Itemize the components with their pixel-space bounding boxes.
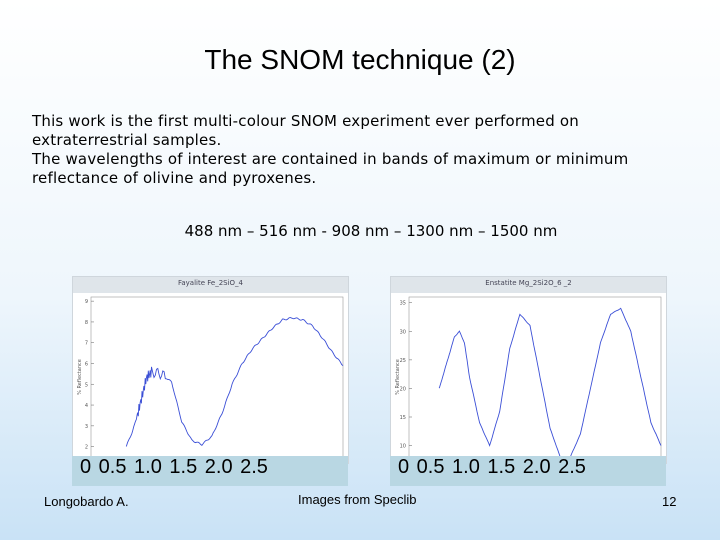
y-tick-label: 4 [85, 403, 88, 409]
x-axis-band-right [390, 456, 666, 486]
enstatite-chart-svg: 35 30 25 20 15 10 % Reflectance [395, 296, 662, 458]
y-tick-label: 3 [85, 424, 88, 430]
x-axis-labels-left: 0 0.5 1.0 1.5 2.0 2.5 [80, 456, 268, 478]
plot-header [73, 277, 348, 293]
footer-source: Images from Speclib [298, 492, 417, 507]
y-tick-label: 30 [400, 329, 406, 335]
y-tick-label: 5 [85, 382, 88, 388]
y-axis-label: % Reflectance [395, 359, 401, 395]
footer-author: Longobardo A. [44, 494, 129, 509]
page-number: 12 [662, 494, 677, 509]
y-tick-label: 8 [85, 320, 88, 326]
body-line: This work is the first multi-colour SNOM… [32, 112, 580, 130]
y-tick-label: 7 [85, 341, 88, 347]
slide-title: The SNOM technique (2) [204, 44, 516, 75]
body-line: extraterrestrial samples. [32, 131, 222, 149]
plot-title: Fayalite Fe_2SiO_4 [177, 279, 244, 287]
y-tick-label: 2 [85, 445, 88, 451]
body-line: reflectance of olivine and pyroxenes. [32, 169, 317, 187]
fayalite-chart-svg: 9 8 7 6 5 4 3 2 % Reflectance [77, 296, 344, 458]
series-line [125, 317, 344, 447]
plot-frame [408, 296, 662, 458]
x-axis-labels-right: 0 0.5 1.0 1.5 2.0 2.5 [398, 456, 586, 478]
body-line: The wavelengths of interest are containe… [32, 150, 629, 168]
series-line [438, 307, 662, 458]
y-tick-label: 15 [400, 415, 406, 421]
y-tick-label: 25 [400, 358, 406, 364]
fayalite-spectrum-plot: Fayalite Fe_2SiO_4 9 8 7 6 5 4 3 2 % Reflectance [72, 276, 349, 464]
body-text: This work is the first multi-colour SNOM… [32, 112, 692, 188]
enstatite-spectrum-plot: Enstatite Mg_2Si2O_6 _2 35 30 25 20 15 10 % Re… [390, 276, 667, 464]
plot-title: Enstatite Mg_2Si2O_6 _2 [485, 279, 572, 287]
y-tick-label: 35 [400, 301, 406, 307]
y-tick-label: 10 [400, 444, 406, 450]
plot-header [391, 277, 666, 293]
y-tick-label: 20 [400, 386, 406, 392]
x-axis-band-left [72, 456, 348, 486]
y-tick-label: 9 [85, 299, 88, 305]
y-axis-label: % Reflectance [77, 359, 83, 395]
y-tick-label: 6 [85, 361, 88, 367]
wavelength-list: 488 nm – 516 nm - 908 nm – 1300 nm – 150… [184, 222, 558, 240]
